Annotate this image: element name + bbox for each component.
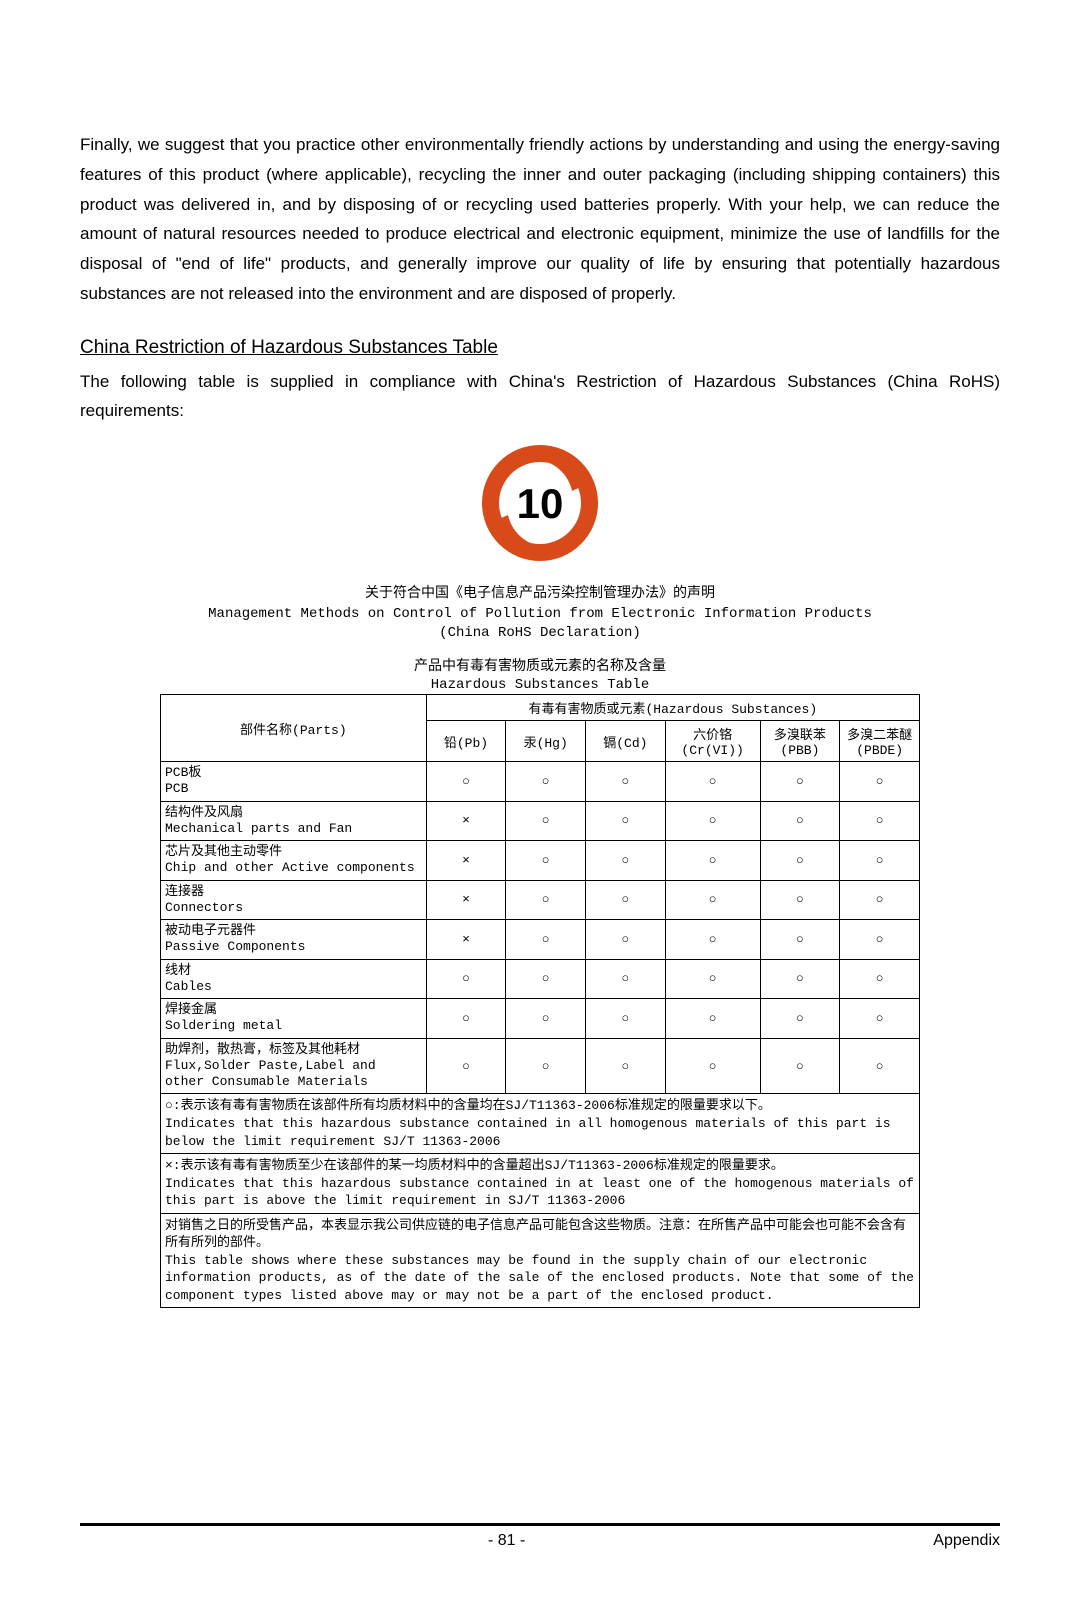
caption-cn: 产品中有毒有害物质或元素的名称及含量 bbox=[80, 658, 1000, 676]
part-name-cell: 焊接金属Soldering metal bbox=[161, 999, 427, 1039]
table-row: 助焊剂，散热膏，标签及其他耗材Flux,Solder Paste,Label a… bbox=[161, 1038, 920, 1094]
value-cell: ○ bbox=[426, 959, 506, 999]
value-cell: ○ bbox=[506, 999, 586, 1039]
declaration-block: 关于符合中国《电子信息产品污染控制管理办法》的声明 Management Met… bbox=[80, 585, 1000, 644]
declaration-line: Management Methods on Control of Polluti… bbox=[80, 605, 1000, 625]
table-row: 结构件及风扇Mechanical parts and Fan×○○○○○ bbox=[161, 801, 920, 841]
value-cell: ○ bbox=[840, 1038, 920, 1094]
substance-header: 镉(Cd) bbox=[586, 721, 666, 762]
part-name-cell: 助焊剂，散热膏，标签及其他耗材Flux,Solder Paste,Label a… bbox=[161, 1038, 427, 1094]
table-note: ×:表示该有毒有害物质至少在该部件的某一均质材料中的含量超出SJ/T11363-… bbox=[161, 1154, 920, 1214]
substance-header: 铅(Pb) bbox=[426, 721, 506, 762]
table-row: 芯片及其他主动零件Chip and other Active component… bbox=[161, 841, 920, 881]
part-name-cell: 连接器Connectors bbox=[161, 880, 427, 920]
declaration-line: (China RoHS Declaration) bbox=[80, 624, 1000, 644]
value-cell: ○ bbox=[506, 762, 586, 802]
value-cell: ○ bbox=[586, 841, 666, 881]
value-cell: ○ bbox=[426, 762, 506, 802]
value-cell: ○ bbox=[665, 880, 760, 920]
value-cell: ○ bbox=[840, 920, 920, 960]
value-cell: ○ bbox=[665, 959, 760, 999]
parts-header: 部件名称(Parts) bbox=[161, 695, 427, 762]
table-note: ○:表示该有毒有害物质在该部件所有均质材料中的含量均在SJ/T11363-200… bbox=[161, 1094, 920, 1154]
table-row: 被动电子元器件Passive Components×○○○○○ bbox=[161, 920, 920, 960]
value-cell: ○ bbox=[586, 920, 666, 960]
value-cell: ○ bbox=[840, 762, 920, 802]
value-cell: ○ bbox=[840, 801, 920, 841]
table-row: PCB板PCB○○○○○○ bbox=[161, 762, 920, 802]
value-cell: ○ bbox=[665, 999, 760, 1039]
value-cell: ○ bbox=[586, 959, 666, 999]
value-cell: ○ bbox=[840, 841, 920, 881]
value-cell: × bbox=[426, 880, 506, 920]
value-cell: ○ bbox=[506, 841, 586, 881]
part-name-cell: 结构件及风扇Mechanical parts and Fan bbox=[161, 801, 427, 841]
value-cell: ○ bbox=[760, 762, 840, 802]
value-cell: ○ bbox=[665, 920, 760, 960]
value-cell: ○ bbox=[426, 1038, 506, 1094]
table-row: 连接器Connectors×○○○○○ bbox=[161, 880, 920, 920]
value-cell: × bbox=[426, 920, 506, 960]
value-cell: ○ bbox=[586, 762, 666, 802]
value-cell: ○ bbox=[586, 880, 666, 920]
part-name-cell: PCB板PCB bbox=[161, 762, 427, 802]
value-cell: ○ bbox=[760, 1038, 840, 1094]
value-cell: ○ bbox=[665, 1038, 760, 1094]
declaration-line: 关于符合中国《电子信息产品污染控制管理办法》的声明 bbox=[80, 585, 1000, 605]
value-cell: ○ bbox=[506, 801, 586, 841]
page-number: - 81 - bbox=[488, 1532, 525, 1550]
part-name-cell: 被动电子元器件Passive Components bbox=[161, 920, 427, 960]
logo-number: 10 bbox=[517, 480, 564, 527]
substance-header: 汞(Hg) bbox=[506, 721, 586, 762]
rohs-logo: 10 bbox=[80, 438, 1000, 573]
value-cell: ○ bbox=[506, 880, 586, 920]
part-name-cell: 线材Cables bbox=[161, 959, 427, 999]
value-cell: ○ bbox=[760, 801, 840, 841]
table-note-row: ○:表示该有毒有害物质在该部件所有均质材料中的含量均在SJ/T11363-200… bbox=[161, 1094, 920, 1154]
intro-paragraph: Finally, we suggest that you practice ot… bbox=[80, 130, 1000, 309]
value-cell: ○ bbox=[586, 1038, 666, 1094]
value-cell: ○ bbox=[840, 880, 920, 920]
part-name-cell: 芯片及其他主动零件Chip and other Active component… bbox=[161, 841, 427, 881]
value-cell: ○ bbox=[840, 999, 920, 1039]
table-note: 对销售之日的所受售产品，本表显示我公司供应链的电子信息产品可能包含这些物质。注意… bbox=[161, 1213, 920, 1308]
value-cell: ○ bbox=[586, 801, 666, 841]
value-cell: ○ bbox=[760, 920, 840, 960]
hazard-header: 有毒有害物质或元素(Hazardous Substances) bbox=[426, 695, 919, 721]
substance-header: 多溴联苯(PBB) bbox=[760, 721, 840, 762]
substance-header: 六价铬(Cr(VI)) bbox=[665, 721, 760, 762]
caption-en: Hazardous Substances Table bbox=[80, 676, 1000, 694]
value-cell: ○ bbox=[665, 841, 760, 881]
value-cell: ○ bbox=[760, 880, 840, 920]
value-cell: ○ bbox=[665, 801, 760, 841]
value-cell: ○ bbox=[665, 762, 760, 802]
section-title: China Restriction of Hazardous Substance… bbox=[80, 337, 1000, 359]
value-cell: ○ bbox=[506, 1038, 586, 1094]
table-note-row: ×:表示该有毒有害物质至少在该部件的某一均质材料中的含量超出SJ/T11363-… bbox=[161, 1154, 920, 1214]
value-cell: ○ bbox=[506, 959, 586, 999]
value-cell: ○ bbox=[586, 999, 666, 1039]
footer-section: Appendix bbox=[933, 1532, 1000, 1550]
value-cell: × bbox=[426, 841, 506, 881]
table-row: 线材Cables○○○○○○ bbox=[161, 959, 920, 999]
value-cell: ○ bbox=[760, 959, 840, 999]
table-note-row: 对销售之日的所受售产品，本表显示我公司供应链的电子信息产品可能包含这些物质。注意… bbox=[161, 1213, 920, 1308]
table-caption: 产品中有毒有害物质或元素的名称及含量 Hazardous Substances … bbox=[80, 658, 1000, 694]
value-cell: ○ bbox=[760, 999, 840, 1039]
substance-header: 多溴二苯醚(PBDE) bbox=[840, 721, 920, 762]
table-row: 焊接金属Soldering metal○○○○○○ bbox=[161, 999, 920, 1039]
value-cell: ○ bbox=[506, 920, 586, 960]
value-cell: ○ bbox=[426, 999, 506, 1039]
rohs-table: 部件名称(Parts) 有毒有害物质或元素(Hazardous Substanc… bbox=[160, 694, 920, 1308]
page-footer: - 81 - Appendix bbox=[80, 1523, 1000, 1550]
value-cell: ○ bbox=[840, 959, 920, 999]
value-cell: ○ bbox=[760, 841, 840, 881]
section-intro: The following table is supplied in compl… bbox=[80, 367, 1000, 427]
value-cell: × bbox=[426, 801, 506, 841]
